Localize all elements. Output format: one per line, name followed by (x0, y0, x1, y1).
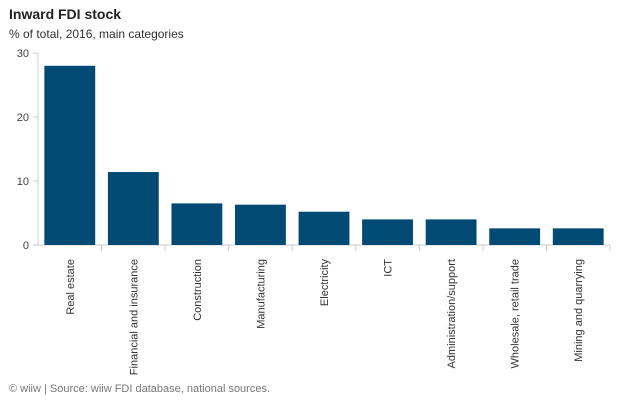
x-tick-label: Construction (192, 259, 204, 321)
bar (235, 204, 286, 245)
x-tick-label: Real estate (65, 259, 77, 315)
bar (552, 228, 604, 245)
bar (489, 228, 541, 245)
source-note: © wiiw | Source: wiiw FDI database, nati… (9, 383, 271, 395)
bar (44, 65, 96, 245)
x-tick-label: Wholesale, retail trade (510, 259, 522, 368)
y-tick-label: 30 (17, 48, 29, 60)
x-tick-label: Administration/support (446, 259, 458, 368)
y-tick-label: 0 (23, 240, 29, 252)
x-tick-label: ICT (383, 259, 395, 277)
x-tick-label: Manufacturing (255, 259, 267, 329)
bar (425, 219, 477, 245)
chart-subtitle: % of total, 2016, main categories (9, 27, 184, 41)
bar (298, 211, 350, 245)
x-tick-label: Electricity (319, 259, 331, 307)
y-tick-label: 20 (17, 112, 29, 124)
x-tick-label: Mining and quarrying (573, 259, 585, 362)
bar (171, 203, 223, 245)
chart-title: Inward FDI stock (9, 6, 122, 22)
x-tick-label: Financial and insurance (128, 259, 140, 375)
bar (107, 172, 159, 245)
y-tick-label: 10 (17, 176, 29, 188)
bar-chart: 0 10 20 30 Real estate Financial and insuranc… (17, 48, 611, 375)
bar (362, 219, 413, 245)
